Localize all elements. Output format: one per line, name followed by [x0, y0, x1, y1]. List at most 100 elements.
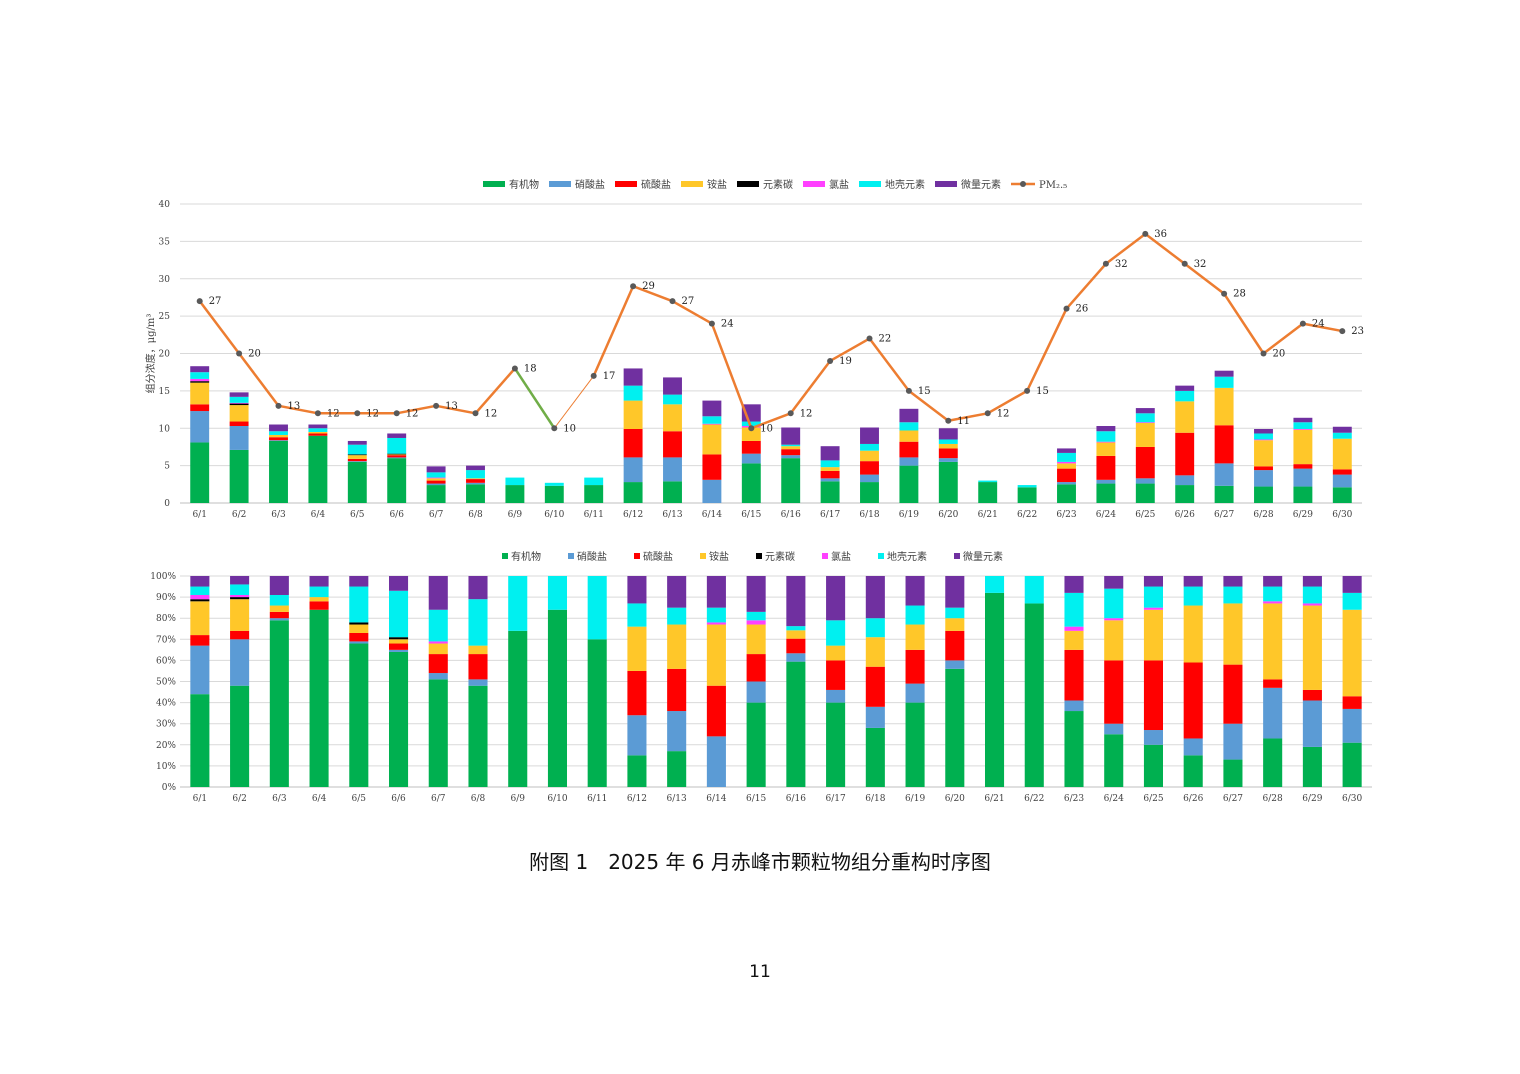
legend-swatch-chloride — [803, 181, 825, 187]
bar-segment-sulfate — [623, 428, 643, 458]
bar-segment-sulfate — [426, 480, 446, 484]
percent-bar-segment-sulfate — [269, 611, 289, 619]
x-tick-label: 6/1 — [193, 794, 207, 804]
bar-segment-ammonium — [899, 430, 919, 442]
x-tick-label: 6/8 — [468, 510, 483, 520]
percent-bar-segment-crustal — [627, 603, 647, 627]
y-tick-label: 100% — [150, 572, 176, 582]
percent-bar-segment-ammonium — [1302, 605, 1322, 690]
percent-bar-segment-organic — [547, 609, 568, 787]
x-tick-label: 6/25 — [1143, 794, 1163, 804]
bar-segment-sulfate — [702, 454, 722, 480]
bar-segment-chloride — [1135, 422, 1155, 424]
percent-bar-segment-ammonium — [1183, 605, 1203, 663]
percent-bar-segment-ammonium — [349, 624, 369, 633]
bar-segment-organic — [1057, 484, 1076, 503]
percent-bar-segment-trace — [1104, 576, 1124, 589]
bar-segment-ammonium — [1293, 429, 1313, 465]
percent-bar-segment-organic — [230, 685, 250, 787]
percent-bar-segment-nitrate — [428, 673, 448, 680]
bar-segment-organic — [741, 463, 761, 503]
percent-bar-segment-ammonium — [945, 618, 965, 631]
legend-label-organic: 有机物 — [511, 550, 541, 563]
percent-bar-segment-ammonium — [667, 624, 687, 669]
bar-segment-sulfate — [1135, 446, 1155, 479]
pm25-point — [1299, 320, 1306, 327]
percent-bar-segment-trace — [1342, 576, 1362, 593]
x-tick-label: 6/27 — [1214, 510, 1234, 520]
pm25-point — [275, 402, 282, 409]
pm25-point — [433, 402, 440, 409]
pm25-point — [945, 417, 952, 424]
percent-bar-segment-sulfate — [428, 654, 448, 674]
bar-segment-nitrate — [741, 453, 761, 464]
bar-segment-nitrate — [623, 457, 643, 483]
bar-segment-trace — [1135, 408, 1155, 414]
x-tick-label: 6/19 — [905, 794, 925, 804]
pm25-data-label: 13 — [445, 401, 458, 412]
percent-bar-segment-ammonium — [746, 624, 766, 655]
x-tick-label: 6/14 — [706, 794, 726, 804]
pm25-data-label: 24 — [1312, 319, 1325, 330]
bar-segment-trace — [347, 440, 367, 445]
bar-segment-organic — [1175, 485, 1195, 503]
bar-segment-trace — [702, 400, 722, 417]
bar-segment-trace — [899, 408, 919, 423]
bar-segment-sulfate — [1214, 425, 1234, 464]
bar-segment-nitrate — [702, 479, 722, 503]
percent-bar-segment-elemental-carbon — [230, 597, 250, 600]
bar-segment-nitrate — [387, 457, 407, 459]
percent-bar-segment-organic — [190, 694, 210, 787]
x-tick-label: 6/9 — [510, 794, 525, 804]
legend-label-elemental-carbon: 元素碳 — [765, 550, 795, 563]
x-tick-label: 6/4 — [311, 510, 326, 520]
x-tick-label: 6/29 — [1302, 794, 1322, 804]
percent-bar-segment-trace — [269, 576, 289, 595]
percent-bar-segment-sulfate — [1064, 649, 1084, 701]
bar-segment-organic — [308, 435, 328, 503]
y-tick-label: 70% — [156, 635, 176, 645]
bar-segment-trace — [387, 433, 407, 438]
bar-segment-sulfate — [938, 448, 958, 459]
bar-segment-nitrate — [1096, 479, 1116, 484]
bar-segment-ammonium — [663, 404, 682, 432]
bar-segment-sulfate — [860, 461, 879, 475]
bar-segment-chloride — [1057, 461, 1076, 464]
x-tick-label: 6/13 — [667, 794, 687, 804]
x-tick-label: 6/12 — [623, 510, 643, 520]
x-tick-label: 6/23 — [1064, 794, 1084, 804]
bar-segment-trace — [466, 465, 485, 471]
x-tick-label: 6/2 — [232, 510, 246, 520]
percent-bar-segment-trace — [1143, 576, 1164, 587]
bar-segment-organic — [978, 482, 998, 503]
bar-segment-crustal — [1175, 390, 1195, 402]
legend-swatch-elemental-carbon — [737, 181, 759, 187]
percent-bar-segment-organic — [508, 630, 528, 787]
percent-bar-segment-crustal — [1263, 586, 1283, 602]
x-tick-label: 6/9 — [508, 510, 523, 520]
pm25-line-segment — [396, 404, 437, 415]
pm25-point — [866, 335, 873, 342]
bar-segment-sulfate — [781, 449, 801, 456]
percent-bar-segment-ammonium — [905, 624, 925, 650]
percent-bar-segment-trace — [230, 576, 250, 585]
pm25-point — [472, 410, 479, 417]
percent-bar-segment-nitrate — [1183, 738, 1203, 756]
pm25-line-segment — [278, 404, 319, 415]
pm25-point — [669, 298, 676, 305]
percent-bar-segment-trace — [905, 576, 925, 606]
percent-bar-segment-sulfate — [905, 649, 925, 684]
legend-label-nitrate: 硝酸盐 — [577, 550, 607, 563]
pm25-line-segment — [987, 389, 1028, 415]
percent-bar-segment-trace — [865, 576, 885, 619]
percent-bar-segment-ammonium — [309, 597, 329, 602]
pm25-point — [630, 283, 637, 290]
bar-segment-trace — [1254, 428, 1273, 434]
pm25-point — [314, 410, 321, 417]
pm25-data-label: 11 — [957, 416, 970, 427]
x-tick-label: 6/10 — [547, 794, 567, 804]
y-tick-label: 10% — [156, 762, 176, 772]
percent-bar-segment-sulfate — [1104, 660, 1124, 724]
legend-swatch-elemental-carbon — [756, 553, 762, 559]
bar-segment-crustal — [978, 480, 998, 483]
